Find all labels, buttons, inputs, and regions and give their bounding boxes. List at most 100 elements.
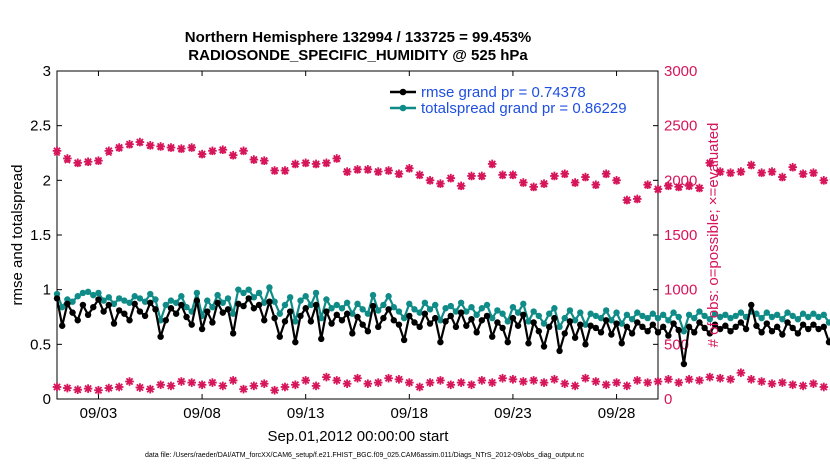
obs_possible-point: [166, 143, 176, 152]
totalspread-point: [95, 289, 102, 297]
totalspread-point: [297, 297, 304, 304]
obs_rejected-point-core: [738, 370, 744, 375]
obs_possible-point: [601, 169, 611, 179]
obs_evaluated-point: [717, 169, 724, 176]
rmse-point: [608, 331, 615, 338]
obs_evaluated-stroke: [654, 187, 662, 194]
totalspread-point: [323, 296, 330, 303]
obs_possible-point-core: [355, 167, 360, 172]
rmse-point: [566, 318, 574, 325]
obs_evaluated-stroke: [230, 153, 237, 160]
rmse-point: [198, 325, 206, 333]
obs_evaluated-point: [157, 144, 164, 151]
obs_rejected-point: [529, 376, 538, 385]
obs_possible-point-core: [490, 161, 495, 167]
totalspread-point: [235, 286, 242, 293]
rmse-point: [545, 323, 553, 331]
totalspread-point: [758, 314, 765, 322]
obs_evaluated-point: [685, 183, 693, 190]
obs_evaluated-stroke: [561, 171, 568, 178]
obs_possible-point-core: [624, 197, 630, 203]
obs_possible-point-core: [448, 175, 453, 181]
y-right-tick-label: 1000: [664, 282, 697, 299]
totalspread-point: [582, 321, 589, 328]
obs_rejected-point-core: [75, 387, 80, 392]
rmse-point: [416, 323, 423, 331]
rmse-point: [540, 343, 548, 350]
obs_possible-point-core: [137, 139, 143, 145]
obs_possible-point-core: [458, 183, 464, 188]
obs_possible-point: [177, 144, 186, 153]
x-axis-label: Sep.01,2012 00:00:00 start: [268, 428, 450, 445]
totalspread-point: [411, 306, 418, 313]
totalspread-point: [696, 308, 703, 315]
obs_evaluated-point: [333, 156, 340, 163]
rmse-point: [805, 325, 812, 333]
obs_possible-point-core: [469, 173, 474, 179]
obs_possible-point: [757, 168, 766, 177]
totalspread-point: [665, 317, 672, 324]
obs_rejected-point-core: [552, 377, 557, 382]
obs_rejected-point-core: [790, 382, 795, 387]
totalspread-point: [240, 289, 247, 297]
obs_rejected-point-core: [531, 378, 536, 383]
obs_rejected-point-core: [334, 378, 339, 383]
obs_evaluated-stroke: [136, 140, 143, 147]
rmse-point: [825, 338, 830, 346]
obs_evaluated-point: [395, 171, 403, 178]
obs_evaluated-stroke: [437, 181, 444, 188]
obs_evaluated-stroke: [623, 198, 631, 205]
rmse-point: [659, 323, 667, 331]
series-obs_possible: [52, 137, 830, 205]
obs_possible-point: [301, 158, 310, 168]
obs_evaluated-point: [312, 161, 320, 169]
obs_possible-point-core: [521, 180, 526, 185]
obs_rejected-point: [518, 377, 528, 386]
obs_evaluated-stroke: [737, 169, 744, 176]
obs_evaluated-point: [489, 161, 496, 169]
obs_evaluated-stroke: [64, 157, 71, 164]
obs_possible-point: [446, 173, 456, 183]
totalspread-point: [675, 313, 682, 321]
rmse-point: [437, 338, 444, 346]
rmse-point: [333, 311, 340, 319]
totalspread-point: [84, 288, 92, 296]
legend-spread-label: totalspread grand pr = 0.86229: [421, 100, 627, 117]
obs_possible-point-core: [572, 180, 578, 185]
rmse-point: [691, 329, 698, 336]
obs_evaluated-stroke: [271, 168, 278, 175]
y-right-tick-label: 3000: [664, 63, 697, 80]
totalspread-point: [592, 312, 600, 320]
rmse-point: [665, 332, 672, 339]
totalspread-point: [395, 308, 403, 315]
rmse-point: [193, 297, 201, 304]
totalspread-point: [172, 299, 180, 306]
obs_evaluated-stroke: [375, 169, 382, 176]
obs_evaluated-stroke: [240, 148, 247, 156]
obs_rejected-point-core: [386, 376, 391, 381]
obs_evaluated-point: [758, 170, 765, 177]
obs_rejected-point-core: [697, 378, 702, 383]
totalspread-point: [58, 303, 66, 311]
obs_rejected-point-core: [635, 378, 640, 383]
totalspread-point: [571, 317, 579, 324]
obs_evaluated-point: [364, 167, 371, 174]
obs_rejected-point: [508, 375, 518, 384]
obs_rejected-point: [114, 382, 124, 392]
obs_rejected-point: [353, 373, 362, 383]
rmse-point: [442, 318, 449, 325]
obs_rejected-point: [798, 381, 808, 391]
totalspread-point: [685, 311, 693, 319]
series-obs_evaluated: [53, 140, 827, 205]
rmse-point: [509, 314, 517, 322]
totalspread-point: [825, 319, 830, 326]
rmse-point: [323, 308, 330, 315]
totalspread-point: [545, 310, 553, 317]
rmse-point: [727, 328, 734, 335]
obs_rejected-point: [788, 380, 798, 390]
totalspread-point: [644, 314, 651, 322]
obs_rejected-point: [228, 376, 238, 385]
rmse-point: [473, 329, 480, 336]
totalspread-point: [623, 311, 631, 319]
rmse-point: [400, 336, 408, 344]
